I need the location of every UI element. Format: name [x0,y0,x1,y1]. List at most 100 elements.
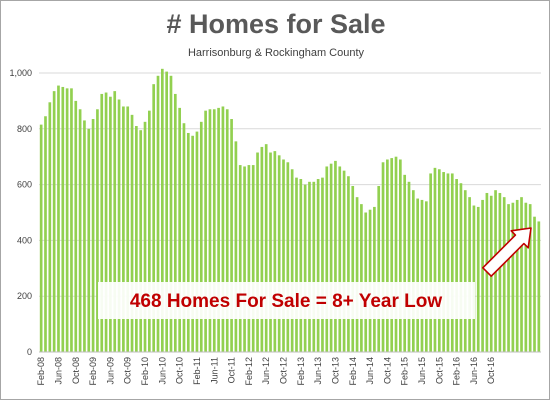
bar [52,91,56,352]
bar [290,169,294,352]
bar [459,183,463,352]
x-tick-label: Feb-15 [400,357,410,386]
bar [433,167,437,352]
bar [520,197,523,352]
bar [468,197,471,352]
x-tick-label: Oct-16 [486,357,496,384]
bar [104,92,108,352]
bar [247,165,251,352]
x-tick-label: Feb-09 [88,357,98,386]
y-tick-label: 800 [17,124,32,134]
bar [437,169,441,352]
bar [122,106,125,352]
bar [199,121,203,352]
bar [178,107,181,353]
x-tick-label: Jun-12 [261,357,271,385]
x-tick-label: Feb-16 [452,357,462,386]
bar [424,201,428,352]
bar [515,199,519,352]
x-tick-label: Oct-11 [227,357,237,383]
bar [394,156,398,352]
y-axis-tick-labels: 0 200 400 600 800 1,000 [9,68,32,357]
x-tick-label: Oct-12 [279,357,289,384]
bar [308,181,311,352]
bar [148,110,151,352]
bar [420,199,424,352]
bar [83,120,86,353]
y-tick-label: 600 [17,180,32,190]
bar [61,86,65,352]
annotation-arrow-icon [481,227,532,278]
x-tick-label: Oct-13 [330,357,340,384]
bar [407,181,411,352]
y-tick-label: 200 [17,291,32,301]
x-tick-label: Jun-13 [313,357,323,385]
bar [87,128,91,352]
bar [251,165,255,352]
x-tick-label: Feb-12 [244,357,254,386]
bar [321,177,324,353]
bar [243,166,246,352]
bar [463,190,467,352]
bar [399,159,402,352]
bar [96,109,99,353]
bar [74,100,78,353]
bar [360,204,363,352]
bar [472,205,476,352]
x-tick-label: Feb-10 [140,357,150,386]
bar [316,179,320,352]
x-tick-label: Feb-13 [296,357,306,386]
bar [65,88,69,352]
bars [39,68,541,353]
bar [225,109,229,353]
bar [113,91,117,352]
bar [403,174,407,352]
chart-subtitle: Harrisonburg & Rockingham County [188,47,365,59]
x-tick-label: Oct-14 [382,357,392,384]
bar [143,121,147,352]
bar [325,166,329,352]
x-tick-label: Jun-09 [105,357,115,385]
bar [234,141,238,352]
x-tick-label: Oct-08 [71,357,81,384]
bar [299,179,303,352]
x-axis-tick-labels: Feb-08 Jun-08 Oct-08 Feb-09 Jun-09 Oct-09 Feb-… [36,357,496,386]
bar [386,159,389,352]
bar [78,109,82,353]
bar [273,151,277,352]
bar [195,131,199,352]
annotation-text: 468 Homes For Sale = 8+ Year Low [130,291,442,312]
bar [186,132,190,352]
bar [204,110,207,352]
x-tick-label: Jun-08 [53,357,63,385]
bar [481,199,484,352]
x-tick-label: Jun-11 [209,357,219,384]
bar [455,179,458,352]
bar [269,152,272,352]
bar [390,158,394,352]
bar [91,119,95,352]
bar [373,206,376,352]
bar [182,123,186,352]
bar [44,116,47,352]
bar [351,186,355,352]
bar [502,197,506,352]
annotation-box [98,282,475,319]
x-tick-label: Feb-11 [192,357,202,385]
x-tick-label: Jun-10 [157,357,167,385]
bar [507,204,510,352]
bar [329,163,333,352]
y-tick-label: 400 [17,235,32,245]
bar [282,159,285,352]
bar [156,75,160,352]
chart-title: # Homes for Sale [166,9,385,39]
bar [476,206,480,352]
x-tick-label: Feb-14 [348,357,358,386]
bar [70,88,73,352]
bar [48,102,52,352]
bar [286,162,290,352]
bar [264,144,268,352]
bar [126,106,130,352]
